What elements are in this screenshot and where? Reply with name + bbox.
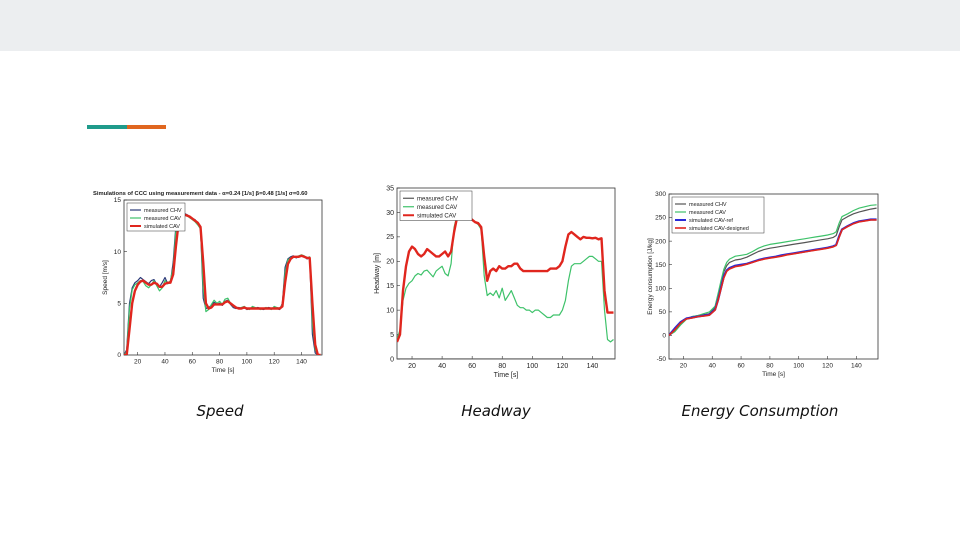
legend-label: simulated CAV-ref (689, 218, 733, 224)
x-tick-label: 120 (269, 359, 280, 366)
y-tick-label: 15 (114, 197, 122, 204)
x-tick-label: 60 (737, 363, 745, 370)
y-tick-label: -50 (657, 356, 667, 363)
caption-headway: Headway (461, 402, 531, 420)
legend-label: measured CHV (689, 202, 727, 208)
x-tick-label: 40 (709, 363, 717, 370)
y-tick-label: 10 (386, 307, 394, 314)
chart-title: Simulations of CCC using measurement dat… (93, 191, 308, 197)
legend-label: simulated CAV (144, 224, 180, 230)
y-tick-label: 10 (114, 249, 122, 256)
x-tick-label: 100 (241, 359, 252, 366)
x-axis-label: Time [s] (494, 372, 519, 379)
legend-label: simulated CAV (417, 213, 456, 219)
x-tick-label: 60 (468, 363, 476, 370)
y-tick-label: 0 (117, 352, 121, 359)
headway-chart: 20 40 60 80 100 120 140 0 5 10 15 20 25 30 35 Time [s] H… (374, 185, 616, 379)
caption-speed: Speed (196, 402, 244, 420)
x-axis-label: Time [s] (212, 367, 235, 374)
x-tick-label: 120 (557, 363, 569, 370)
top-band (0, 0, 960, 51)
y-tick-label: 50 (659, 309, 667, 316)
series-group (669, 204, 877, 337)
x-tick-label: 140 (587, 363, 599, 370)
x-tick-label: 20 (134, 359, 142, 366)
series-line-simulated-cav (397, 211, 614, 343)
y-tick-label: 0 (662, 333, 666, 340)
x-tick-label: 120 (822, 363, 833, 370)
x-tick-label: 80 (498, 363, 506, 370)
accent-bar-orange (127, 125, 166, 129)
series-group (124, 211, 321, 355)
x-tick-label: 100 (526, 363, 538, 370)
y-tick-label: 20 (386, 259, 394, 266)
x-tick-label: 40 (438, 363, 446, 370)
legend-label: simulated CAV-designed (689, 226, 749, 232)
legend-label: measured CAV (144, 216, 181, 222)
y-tick-label: 30 (386, 210, 394, 217)
x-axis-label: Time [s] (762, 371, 785, 378)
y-tick-label: 5 (390, 332, 394, 339)
legend-label: measured CAV (417, 205, 457, 211)
y-tick-label: 15 (386, 283, 394, 290)
legend-label: measured CAV (689, 210, 726, 216)
speed-chart: 20 40 60 80 100 120 140 0 5 10 15 Time [s] Speed [m/… (93, 191, 323, 374)
y-tick-label: 35 (386, 185, 394, 192)
y-tick-label: 0 (390, 356, 394, 363)
legend-label: measured CHV (144, 208, 182, 214)
x-tick-label: 100 (793, 363, 804, 370)
y-tick-label: 250 (655, 215, 666, 222)
y-tick-label: 25 (386, 234, 394, 241)
x-tick-label: 140 (851, 363, 862, 370)
y-axis-label: Speed [m/s] (102, 260, 109, 295)
y-tick-label: 300 (655, 191, 666, 198)
accent-bar-teal (87, 125, 127, 129)
series-line-measured-cav (669, 204, 877, 336)
series-line-simulated-cav-designed (669, 219, 877, 336)
y-tick-label: 100 (655, 285, 666, 292)
series-line-measured-cav (397, 211, 614, 343)
x-tick-label: 60 (189, 359, 197, 366)
caption-energy: Energy Consumption (681, 402, 839, 420)
x-tick-label: 140 (296, 359, 307, 366)
series-line-simulated-cav (124, 213, 321, 355)
energy-chart: 20 40 60 80 100 120 140 -50 0 50 100 150 200 250 300 Ti… (647, 191, 879, 378)
y-tick-label: 5 (117, 301, 121, 308)
series-group (397, 211, 615, 359)
y-tick-label: 150 (655, 262, 666, 269)
y-axis-label: Headway [m] (374, 253, 381, 294)
legend-label: measured CHV (417, 196, 458, 202)
y-tick-label: 200 (655, 238, 666, 245)
x-tick-label: 80 (766, 363, 774, 370)
y-axis-label: Energy consumption [J/kg] (647, 238, 654, 315)
legend-box (671, 196, 765, 234)
x-tick-label: 40 (161, 359, 169, 366)
x-tick-label: 80 (216, 359, 224, 366)
x-tick-label: 20 (680, 363, 688, 370)
x-tick-label: 20 (408, 363, 416, 370)
